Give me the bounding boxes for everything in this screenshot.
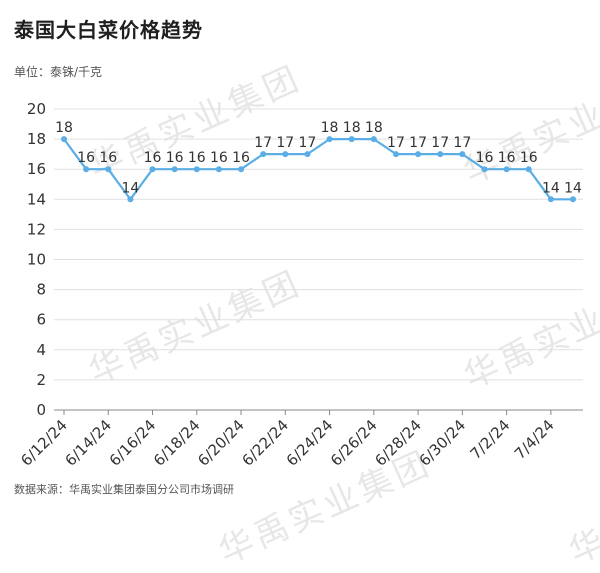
- data-label: 16: [99, 150, 117, 166]
- x-tick-label: 6/14/24: [61, 416, 115, 470]
- data-point: [326, 136, 333, 143]
- y-tick-label: 8: [36, 281, 46, 299]
- data-point: [459, 151, 466, 158]
- data-label: 18: [365, 120, 383, 136]
- data-point: [105, 166, 112, 173]
- data-label: 16: [476, 150, 494, 166]
- data-point: [149, 166, 156, 173]
- data-label: 17: [431, 135, 449, 151]
- y-tick-label: 6: [36, 311, 46, 329]
- data-point: [171, 166, 178, 173]
- data-point: [547, 196, 554, 203]
- data-point: [370, 136, 377, 143]
- y-tick-label: 4: [36, 341, 46, 359]
- data-label: 17: [453, 135, 471, 151]
- x-tick-label: 6/16/24: [106, 416, 160, 470]
- data-point: [61, 136, 67, 143]
- data-point: [503, 166, 510, 173]
- data-label: 18: [55, 120, 73, 136]
- y-tick-label: 2: [36, 371, 46, 389]
- data-label: 14: [564, 180, 582, 196]
- x-tick-label: 6/30/24: [416, 416, 470, 470]
- data-label: 16: [166, 150, 184, 166]
- data-point: [481, 166, 488, 173]
- x-tick-label: 7/4/24: [511, 416, 558, 463]
- data-point: [304, 151, 311, 158]
- data-label: 16: [520, 150, 538, 166]
- data-label: 16: [144, 150, 162, 166]
- x-tick-label: 6/24/24: [283, 416, 337, 470]
- data-label: 16: [188, 150, 206, 166]
- data-point: [392, 151, 399, 158]
- x-tick-label: 7/2/24: [467, 416, 514, 463]
- line-chart: 024681012141618206/12/246/14/246/16/246/…: [17, 100, 583, 470]
- data-point: [525, 166, 532, 173]
- data-point: [238, 166, 245, 173]
- data-label: 16: [498, 150, 516, 166]
- source-note: 数据来源：华禹实业集团泰国分公司市场调研: [14, 483, 234, 496]
- data-point: [83, 166, 90, 173]
- data-label: 16: [210, 150, 228, 166]
- x-tick-label: 6/28/24: [371, 416, 425, 470]
- data-point: [127, 196, 134, 203]
- y-tick-label: 14: [27, 190, 46, 208]
- y-tick-label: 12: [27, 220, 46, 238]
- data-label: 18: [321, 120, 339, 136]
- data-label: 17: [409, 135, 427, 151]
- series-line: [63, 138, 573, 201]
- data-label: 14: [542, 180, 560, 196]
- data-point: [215, 166, 222, 173]
- unit-label: 单位：泰铢/千克: [14, 65, 103, 79]
- data-label: 16: [232, 150, 250, 166]
- data-label: 17: [387, 135, 405, 151]
- x-tick-label: 6/18/24: [150, 416, 204, 470]
- data-point: [260, 151, 267, 158]
- y-tick-label: 16: [27, 160, 46, 178]
- y-tick-label: 0: [36, 401, 46, 419]
- data-point: [437, 151, 444, 158]
- data-point: [570, 196, 576, 203]
- y-tick-label: 18: [27, 130, 46, 148]
- data-label: 17: [254, 135, 272, 151]
- data-label: 18: [343, 120, 361, 136]
- x-tick-label: 6/12/24: [17, 416, 71, 470]
- data-point: [282, 151, 289, 158]
- x-tick-label: 6/26/24: [327, 416, 381, 470]
- data-point: [193, 166, 200, 173]
- x-tick-label: 6/20/24: [194, 416, 248, 470]
- data-label: 16: [77, 150, 95, 166]
- data-label: 17: [299, 135, 317, 151]
- x-tick-label: 6/22/24: [239, 416, 293, 470]
- y-tick-label: 10: [27, 251, 46, 269]
- chart-title: 泰国大白菜价格趋势: [14, 18, 203, 42]
- y-tick-label: 20: [27, 100, 46, 118]
- data-point: [348, 136, 355, 143]
- data-point: [415, 151, 422, 158]
- data-label: 14: [121, 180, 139, 196]
- data-label: 17: [276, 135, 294, 151]
